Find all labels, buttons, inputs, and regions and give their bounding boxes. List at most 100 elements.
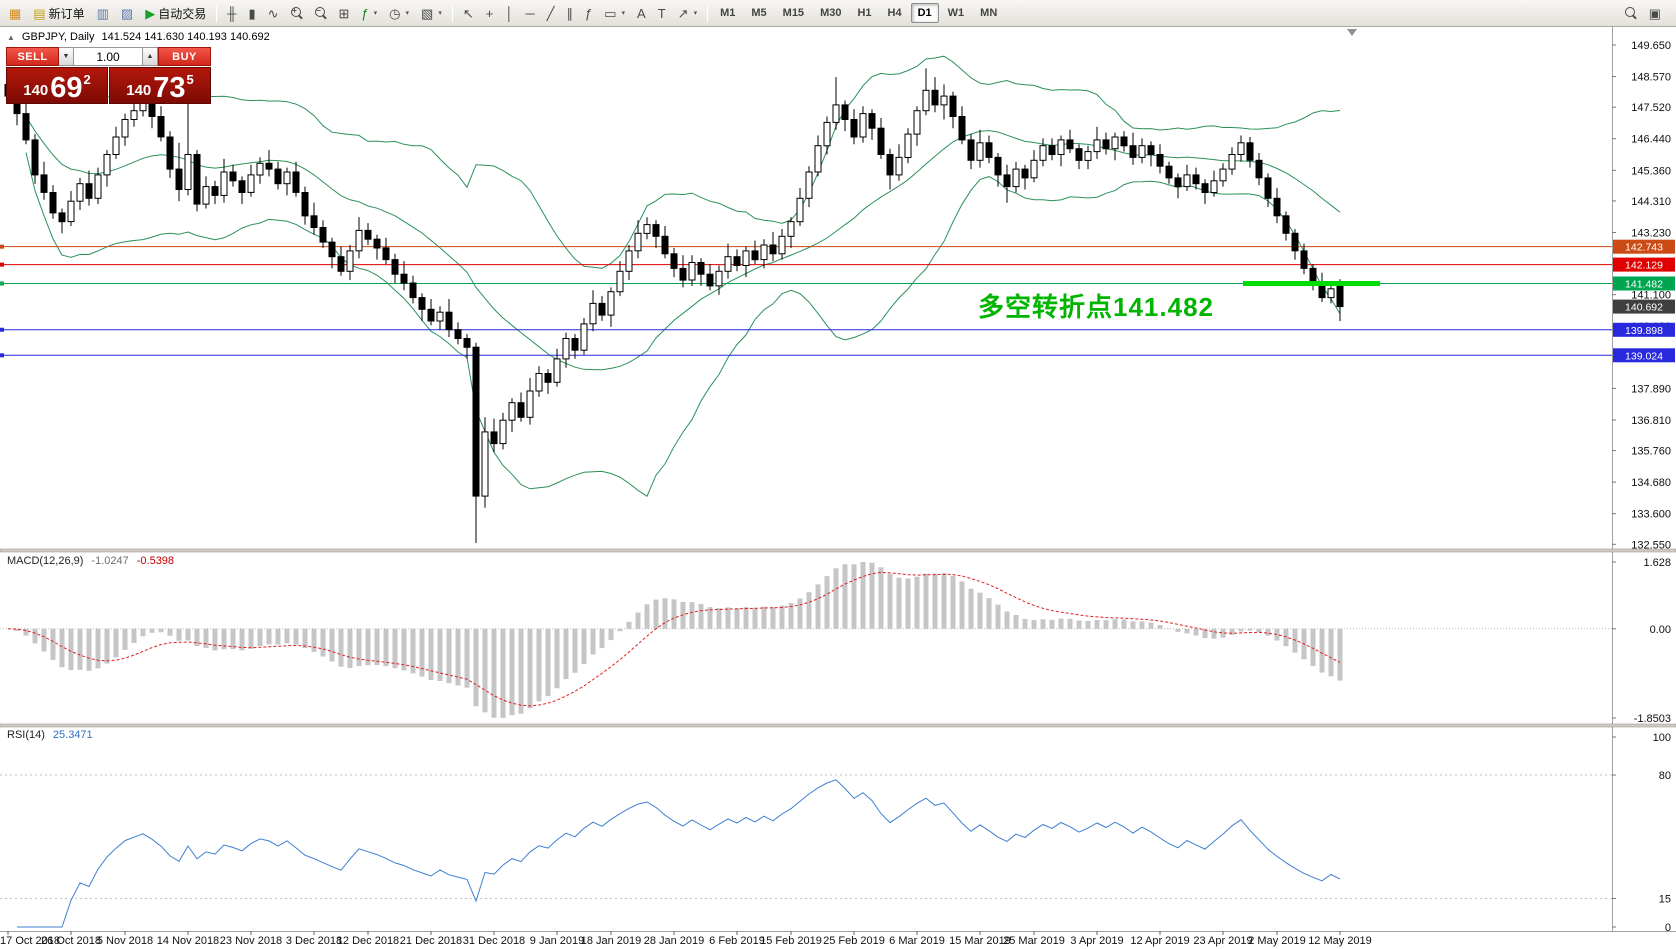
crosshair-button[interactable]: + <box>480 3 500 24</box>
svg-text:133.600: 133.600 <box>1631 509 1671 521</box>
turning-point-annotation[interactable]: 多空转折点141.482 <box>978 292 1214 322</box>
symbol-search-button[interactable] <box>1619 3 1643 24</box>
bid-price-major: 140 <box>23 82 49 99</box>
fibonacci-icon: ƒ <box>585 5 593 21</box>
rsi-axis[interactable]: 100 80 15 0 <box>1612 732 1671 934</box>
svg-text:80: 80 <box>1659 770 1671 782</box>
main-toolbar: ▦ ▤ 新订单 ▥ ▨ ▶ 自动交易 ╫ ▮ ∿ + − ⊞ ƒ ▾ ◷ ▾ ▧ ▾ ↖ + │ ─ ╱ ∥ ƒ ▭ ▾ A T ↗ ▾ M1 M… <box>0 0 1676 27</box>
svg-text:26 Oct 2018: 26 Oct 2018 <box>41 935 101 947</box>
svg-text:0: 0 <box>1665 922 1671 934</box>
templates-button[interactable]: ▧ ▾ <box>415 3 448 24</box>
volume-decrease-button[interactable]: ▼ <box>59 47 74 66</box>
volume-increase-button[interactable]: ▲ <box>143 47 158 66</box>
level-line-anchor[interactable] <box>0 327 4 332</box>
panel-separator[interactable] <box>0 548 1676 553</box>
line-chart-icon: ∿ <box>267 5 279 21</box>
bar-chart-button[interactable]: ╫ <box>221 3 242 24</box>
price-level-badge <box>1613 322 1675 337</box>
zoom-out-button[interactable]: − <box>309 3 333 24</box>
timeframe-m30[interactable]: M30 <box>820 7 842 19</box>
zoom-in-button[interactable]: + <box>285 3 309 24</box>
tile-windows-button[interactable]: ⊞ <box>333 3 356 24</box>
one-click-collapse-icon[interactable]: ▲ <box>7 32 15 42</box>
bid-price-button[interactable]: 140 69 2 <box>6 67 108 104</box>
new-order-button[interactable]: ▤ 新订单 <box>27 3 90 24</box>
svg-text:12 Dec 2018: 12 Dec 2018 <box>337 935 399 947</box>
timeframe-w1[interactable]: W1 <box>947 7 965 19</box>
shapes-button[interactable]: ▭ ▾ <box>598 3 631 24</box>
panel-separator[interactable] <box>0 723 1676 728</box>
svg-text:23 Nov 2018: 23 Nov 2018 <box>220 935 282 947</box>
level-line-anchor[interactable] <box>0 281 4 286</box>
cursor-icon: ↖ <box>462 5 474 21</box>
autotrading-button-label: 自动交易 <box>158 6 207 21</box>
dropdown-arrow-icon: ▾ <box>373 10 378 17</box>
timeframe-m5[interactable]: M5 <box>751 7 767 19</box>
macd-title: MACD(12,26,9) <box>7 555 84 567</box>
indicators-button[interactable]: ƒ ▾ <box>355 3 383 24</box>
svg-text:143.230: 143.230 <box>1631 227 1671 239</box>
label-button[interactable]: T <box>652 3 672 24</box>
sell-button[interactable]: SELL <box>6 47 59 66</box>
svg-text:139.898: 139.898 <box>1625 325 1663 337</box>
svg-text:139.024: 139.024 <box>1625 350 1663 362</box>
macd-histogram <box>14 562 1343 718</box>
svg-text:14 Nov 2018: 14 Nov 2018 <box>157 935 219 947</box>
charts-button[interactable]: ▥ <box>91 3 115 24</box>
dropdown-arrow-icon: ▾ <box>693 10 698 17</box>
one-click-trade-panel: SELL ▼ ▲ BUY 140 69 2 140 73 5 <box>6 47 211 104</box>
horizontal-line-button[interactable]: ─ <box>519 3 540 24</box>
data-window-button[interactable]: ▣ <box>1643 3 1667 24</box>
channel-button[interactable]: ∥ <box>561 3 580 24</box>
app-button[interactable]: ▦ <box>3 3 27 24</box>
trendline-button[interactable]: ╱ <box>541 3 561 24</box>
svg-text:3 Dec 2018: 3 Dec 2018 <box>286 935 342 947</box>
tile-windows-icon: ⊞ <box>338 5 350 21</box>
autotrading-button[interactable]: ▶ 自动交易 <box>139 3 212 24</box>
vertical-line-button[interactable]: │ <box>499 3 519 24</box>
chart-tools-group: ╫ ▮ ∿ + − ⊞ ƒ ▾ ◷ ▾ ▧ ▾ <box>221 3 448 24</box>
svg-text:12 Apr 2019: 12 Apr 2019 <box>1130 935 1189 947</box>
macd-axis[interactable]: 1.628 0.00 -1.8503 <box>1612 557 1671 725</box>
svg-text:23 Apr 2019: 23 Apr 2019 <box>1193 935 1252 947</box>
profiles-button[interactable]: ▨ <box>115 3 139 24</box>
timeframe-mn[interactable]: MN <box>980 7 998 19</box>
svg-text:142.129: 142.129 <box>1625 260 1663 272</box>
symbol-ohlc-values: 141.524 141.630 140.193 140.692 <box>101 31 270 43</box>
timeframe-h1[interactable]: H1 <box>857 7 872 19</box>
svg-text:9 Jan 2019: 9 Jan 2019 <box>530 935 584 947</box>
chart-shift-marker[interactable] <box>1347 29 1357 36</box>
candlestick-button[interactable]: ▮ <box>242 3 261 24</box>
timeframe-d1[interactable]: D1 <box>910 3 939 23</box>
rsi-value: 25.3471 <box>52 729 93 741</box>
arrows-button[interactable]: ↗ ▾ <box>672 3 703 24</box>
dropdown-arrow-icon: ▾ <box>405 10 410 17</box>
timeframe-m1[interactable]: M1 <box>720 7 736 19</box>
label-icon: T <box>657 5 666 21</box>
svg-text:140.692: 140.692 <box>1625 302 1663 314</box>
line-chart-button[interactable]: ∿ <box>262 3 285 24</box>
toolbar-separator <box>216 4 218 22</box>
svg-text:6 Feb 2019: 6 Feb 2019 <box>709 935 765 947</box>
fibonacci-button[interactable]: ƒ <box>579 3 598 24</box>
timeframe-h4[interactable]: H4 <box>887 7 902 19</box>
timeframe-m15[interactable]: M15 <box>782 7 805 19</box>
ask-price-button[interactable]: 140 73 5 <box>109 67 211 104</box>
svg-text:15 Feb 2019: 15 Feb 2019 <box>760 935 822 947</box>
level-line-anchor[interactable] <box>0 244 4 249</box>
timeframe-group: M1 M5 M15 M30 H1 H4 D1 W1 MN <box>712 3 1005 23</box>
cursor-button[interactable]: ↖ <box>457 3 480 24</box>
svg-text:28 Jan 2019: 28 Jan 2019 <box>644 935 705 947</box>
text-button[interactable]: A <box>631 3 652 24</box>
level-line-anchor[interactable] <box>0 262 4 267</box>
buy-button[interactable]: BUY <box>158 47 211 66</box>
periods-button[interactable]: ◷ ▾ <box>383 3 415 24</box>
crosshair-icon: + <box>485 5 494 21</box>
volume-input[interactable] <box>74 47 143 66</box>
level-line-anchor[interactable] <box>0 353 4 358</box>
ask-price-pips: 73 <box>153 72 186 105</box>
symbol-search-icon <box>1624 7 1637 20</box>
turning-point-highlight-line[interactable] <box>1243 281 1380 286</box>
